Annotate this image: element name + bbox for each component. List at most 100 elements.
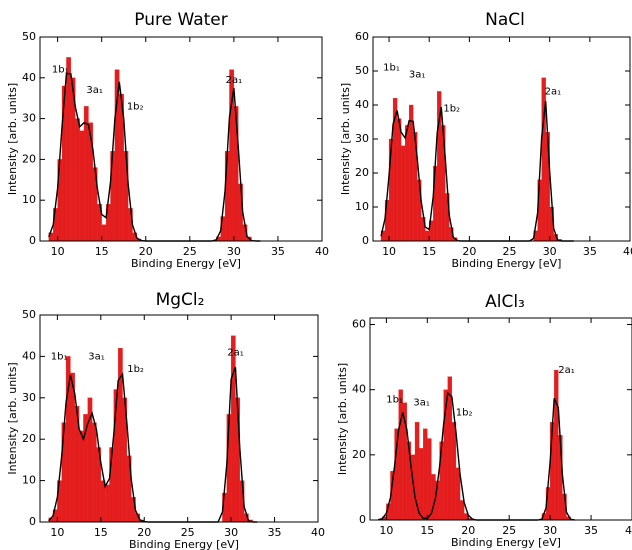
histogram-bar	[423, 428, 428, 521]
histogram-bar	[396, 118, 402, 242]
plot-frame	[39, 314, 319, 523]
y-axis-label: Intensity [arb. units]	[6, 83, 19, 195]
histogram-bar	[100, 480, 106, 523]
x-tick-label: 25	[503, 245, 517, 258]
x-tick-label: 25	[502, 524, 516, 537]
histogram-bar	[91, 422, 97, 523]
histogram-bar	[79, 130, 85, 242]
y-tick-label: 40	[352, 383, 366, 396]
histogram-bar	[459, 500, 465, 521]
histogram-bar	[83, 106, 89, 242]
panel-title: Pure Water	[134, 10, 227, 30]
histogram-bar	[230, 335, 236, 523]
x-tick-label: 20	[462, 245, 476, 258]
peak-label: 3a₁	[409, 69, 426, 80]
plot-frame	[39, 36, 323, 242]
y-tick-label: 0	[362, 234, 369, 247]
histogram-bar	[105, 484, 110, 523]
y-tick-label: 0	[29, 234, 36, 247]
y-tick-label: 30	[355, 132, 369, 145]
panel: Pure Water 10 15 20 25 30 35 40 0 10 20 30 40 50 Bindi…	[6, 10, 329, 270]
x-tick-label: 35	[268, 526, 282, 539]
peak-label: 3a₁	[86, 85, 103, 96]
peak-label: 2a₁	[558, 365, 575, 376]
peak-label: 1b₂	[127, 364, 144, 375]
peak-label: 1b₂	[127, 101, 144, 112]
y-tick-label: 20	[355, 166, 369, 179]
x-tick-label: 20	[139, 245, 153, 258]
y-axis-label: Intensity [arb. units]	[6, 362, 19, 474]
y-tick-label: 50	[355, 64, 369, 77]
histogram-bar	[70, 372, 75, 523]
x-tick-label: 25	[183, 245, 197, 258]
x-tick-label: 10	[379, 524, 393, 537]
histogram-bar	[451, 422, 457, 521]
histogram-bar	[425, 230, 430, 242]
x-axis-label: Binding Energy [eV]	[131, 257, 241, 270]
peak-label: 3a₁	[413, 398, 430, 409]
histogram-bar	[101, 224, 107, 242]
x-tick-label: 15	[422, 245, 436, 258]
y-tick-label: 10	[355, 200, 369, 213]
peak-label: 1b₁	[383, 63, 400, 74]
y-tick-label: 50	[22, 30, 36, 43]
y-tick-label: 20	[22, 432, 36, 445]
x-tick-label: 15	[95, 245, 109, 258]
y-tick-label: 30	[22, 391, 36, 404]
histogram-bar	[418, 448, 424, 521]
peak-label: 1b₂	[443, 103, 460, 114]
y-tick-label: 40	[355, 98, 369, 111]
panel-title: NaCl	[485, 10, 525, 30]
x-tick-label: 30	[543, 524, 557, 537]
histogram-bar	[61, 85, 67, 242]
x-tick-label: 35	[271, 245, 285, 258]
histogram-bar	[75, 118, 80, 242]
y-tick-label: 0	[29, 515, 36, 528]
x-axis-label: Binding Energy [eV]	[451, 536, 561, 549]
y-tick-label: 20	[352, 448, 366, 461]
histogram-bar	[447, 376, 453, 521]
y-tick-label: 60	[352, 318, 366, 331]
x-tick-label: 40	[625, 524, 632, 537]
histogram-bar	[66, 57, 71, 242]
y-axis-label: Intensity [arb. units]	[336, 363, 349, 475]
peak-label: 1b₁	[52, 65, 69, 76]
histogram-bar	[404, 125, 410, 242]
histogram-bar	[78, 430, 84, 523]
histogram-bar	[427, 438, 432, 521]
y-tick-label: 50	[22, 308, 36, 321]
plot-frame	[369, 317, 632, 521]
peak-label: 2a₁	[545, 86, 562, 97]
y-tick-label: 40	[22, 71, 36, 84]
x-tick-label: 30	[227, 245, 241, 258]
x-tick-label: 35	[584, 524, 598, 537]
x-tick-label: 15	[420, 524, 434, 537]
x-tick-label: 35	[583, 245, 597, 258]
x-tick-label: 10	[50, 526, 64, 539]
y-tick-label: 10	[22, 474, 36, 487]
x-tick-label: 15	[94, 526, 108, 539]
x-tick-label: 20	[461, 524, 475, 537]
histogram-bar	[400, 145, 406, 242]
histogram-bar	[408, 104, 414, 242]
y-tick-label: 40	[22, 349, 36, 362]
y-tick-label: 0	[359, 513, 366, 526]
peak-label: 2a₁	[227, 347, 244, 358]
x-tick-label: 40	[623, 245, 632, 258]
x-tick-label: 25	[181, 526, 195, 539]
panel-title: AlCl₃	[485, 292, 525, 312]
x-tick-label: 10	[51, 245, 65, 258]
x-axis-label: Binding Energy [eV]	[452, 257, 562, 270]
panel: AlCl₃ 10 15 20 25 30 35 40 0 20 40 60 Binding Energy…	[336, 292, 632, 549]
peak-label: 1b₁	[386, 394, 403, 405]
x-axis-label: Binding Energy [eV]	[129, 538, 239, 550]
x-tick-label: 30	[224, 526, 238, 539]
peak-label: 1b₁	[51, 351, 68, 362]
y-tick-label: 10	[22, 193, 36, 206]
peak-label: 2a₁	[226, 75, 243, 86]
y-axis-label: Intensity [arb. units]	[339, 83, 352, 195]
y-tick-label: 30	[22, 112, 36, 125]
histogram-bar	[554, 369, 559, 521]
histogram-bar	[455, 467, 461, 521]
